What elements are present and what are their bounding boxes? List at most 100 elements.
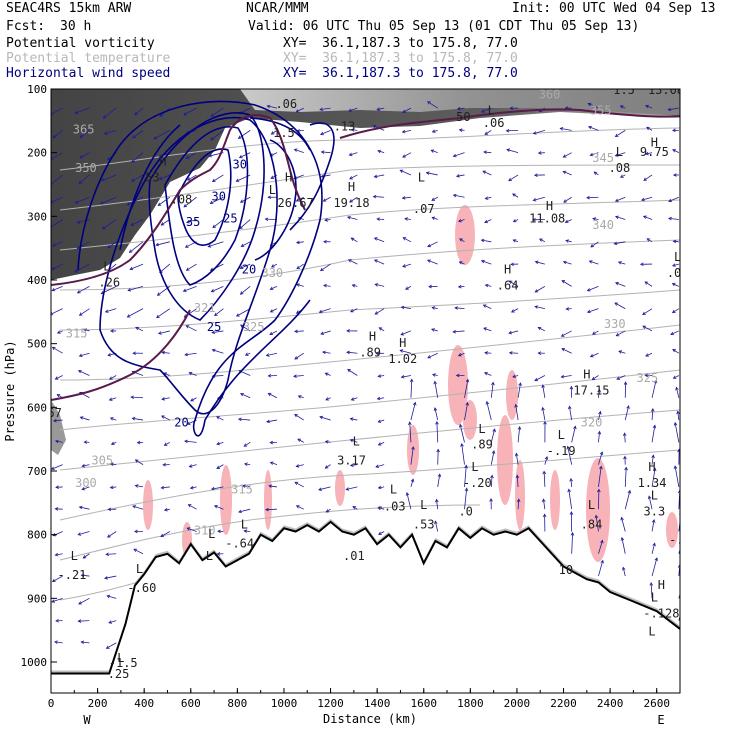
x-tick-label: 2600: [643, 697, 670, 710]
pv-extrema-label: L: [241, 517, 248, 531]
wind-vector-head: [108, 397, 113, 401]
wind-vector: [164, 441, 171, 446]
wind-vector: [110, 417, 117, 421]
wind-vector-head: [108, 376, 113, 380]
wind-vector-head: [435, 498, 439, 503]
wind-vector: [508, 330, 519, 334]
wind-vector: [161, 486, 170, 489]
wind-vector: [127, 308, 144, 318]
theta-contours: [59, 127, 680, 601]
wind-vector: [133, 548, 144, 555]
wind-vector-head: [54, 640, 58, 645]
wind-vector: [645, 352, 653, 357]
pv-extrema-label: .84: [581, 517, 603, 531]
wind-vector: [644, 281, 653, 287]
wind-vector: [534, 375, 546, 381]
wind-vector-head: [100, 178, 105, 182]
wind-vector-head: [213, 505, 218, 509]
wind-vector: [216, 464, 224, 469]
wind-vector-head: [643, 177, 647, 181]
wind-vector-head: [458, 219, 462, 223]
wind-vector: [458, 285, 465, 288]
wind-vector-head: [652, 542, 656, 547]
wind-vector: [212, 349, 224, 354]
wind-vector-head: [130, 395, 134, 400]
wind-vector-head: [569, 511, 574, 515]
wind-vector: [434, 407, 439, 421]
wind-vector: [588, 103, 599, 109]
wind-vector-head: [350, 237, 355, 241]
wind-vector: [294, 481, 304, 488]
wind-vector-head: [562, 260, 567, 265]
wind-vector-head: [78, 353, 83, 358]
wind-vector: [131, 396, 144, 399]
wind-vector: [270, 308, 278, 313]
wind-vector: [561, 280, 572, 287]
y-tick-label: 100: [27, 83, 47, 96]
wind-vector-head: [105, 645, 110, 649]
wind-vector-head: [184, 244, 189, 248]
wind-vector-head: [378, 327, 383, 331]
wind-vector-head: [216, 441, 220, 446]
wind-vector-head: [267, 373, 272, 378]
wind-vector: [52, 285, 63, 291]
wind-vector: [621, 537, 626, 554]
wind-vector-head: [410, 478, 415, 483]
y-tick-label: 500: [27, 338, 47, 351]
wind-vector: [156, 308, 171, 319]
wind-vector: [271, 263, 278, 268]
wind-vector-head: [375, 351, 379, 356]
x-tick-label: 1800: [457, 697, 484, 710]
pv-extrema-label: 26.67: [278, 196, 314, 210]
wind-vector-head: [458, 128, 463, 132]
wind-vector: [52, 130, 63, 139]
wind-vector: [457, 107, 465, 110]
wind-vector-head: [107, 245, 111, 249]
wind-vector: [620, 174, 626, 178]
wind-vector: [54, 641, 63, 644]
pv-extrema-label: .89: [359, 345, 381, 359]
wind-vector-head: [654, 557, 658, 561]
pv-extrema-label: 17.15: [573, 384, 609, 398]
wind-vector: [490, 382, 494, 398]
wind-vector: [323, 285, 331, 287]
wind-vector: [672, 283, 679, 287]
wind-vector: [506, 149, 519, 154]
pv-extrema-label: L: [471, 460, 478, 474]
wind-vector: [670, 330, 679, 335]
wind-vector-head: [81, 487, 86, 491]
wind-vector-head: [615, 332, 620, 337]
wind-vector-head: [106, 594, 111, 599]
y-tick-label: 1000: [21, 656, 48, 669]
wind-vector-head: [534, 260, 539, 264]
wind-vector-head: [51, 466, 55, 470]
wind-vector: [614, 241, 626, 245]
wind-vector: [186, 219, 197, 223]
wind-vector-head: [77, 370, 82, 374]
wind-vector-head: [319, 415, 323, 420]
pv-extrema-label: L: [418, 170, 425, 184]
wind-vector-head: [681, 584, 684, 587]
wind-vector: [598, 451, 603, 465]
pv-extrema-label: L: [488, 103, 495, 117]
wind-vector-head: [54, 439, 59, 444]
wind-vector-head: [297, 395, 302, 399]
wind-vector: [351, 397, 358, 401]
wind-vector: [377, 397, 385, 400]
east-endpoint-label: E: [657, 713, 664, 727]
wind-vector-head: [489, 497, 493, 502]
wind-vector: [130, 219, 144, 226]
wind-vector-head: [130, 178, 135, 182]
wind-vector-head: [616, 376, 621, 380]
wind-vector-head: [484, 283, 489, 288]
wind-vector-head: [594, 514, 599, 519]
wind-vector: [164, 508, 170, 511]
wind-vector-head: [105, 552, 109, 556]
wind-vector: [157, 196, 171, 206]
wind-vector: [238, 508, 251, 513]
wind-vector-head: [322, 350, 326, 355]
wind-vector-head: [186, 177, 191, 181]
y-tick-label: 800: [27, 529, 47, 542]
wind-vector: [184, 440, 197, 443]
wind-vector: [106, 595, 117, 599]
